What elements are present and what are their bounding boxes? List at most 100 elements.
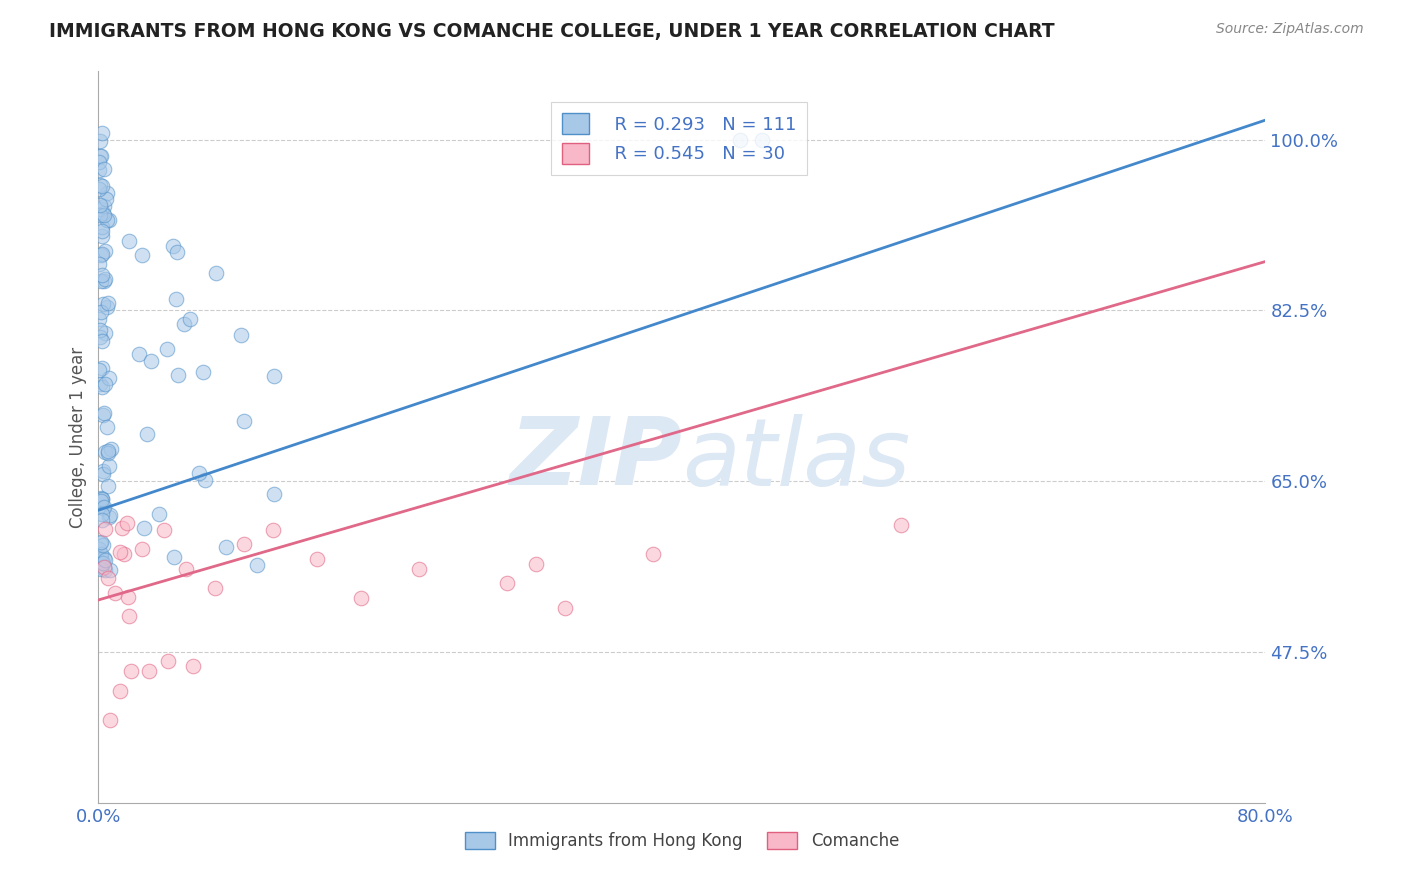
Point: [93, 560, 115, 574]
Point: [174, 562, 197, 576]
Point: [97, 443, 120, 458]
Point: [94, 445, 117, 459]
Point: [98, 713, 121, 727]
Point: [89, 330, 111, 344]
Point: [191, 366, 214, 380]
Point: [89, 536, 111, 550]
Legend: Immigrants from Hong Kong, Comanche: Immigrants from Hong Kong, Comanche: [458, 825, 905, 856]
Point: [89, 311, 111, 326]
Point: [751, 133, 773, 147]
Point: [94, 523, 117, 537]
Point: [89, 149, 111, 163]
Point: [89, 208, 111, 222]
Point: [93, 406, 115, 420]
Point: [97, 296, 120, 310]
Point: [93, 274, 115, 288]
Point: [157, 654, 180, 668]
Point: [108, 544, 131, 558]
Point: [90, 547, 112, 561]
Point: [91, 408, 114, 422]
Point: [524, 557, 547, 571]
Point: [97, 571, 120, 585]
Point: [90, 334, 112, 348]
Point: [89, 323, 111, 337]
Point: [89, 535, 111, 549]
Point: [194, 473, 217, 487]
Point: [205, 266, 228, 280]
Point: [97, 446, 120, 460]
Point: [96, 419, 118, 434]
Point: [496, 576, 519, 591]
Point: [97, 509, 120, 524]
Point: [90, 361, 112, 376]
Point: [263, 487, 285, 501]
Point: [118, 608, 141, 623]
Point: [96, 186, 118, 201]
Point: [89, 541, 111, 556]
Point: [165, 292, 187, 306]
Point: [90, 562, 112, 576]
Point: [350, 591, 373, 605]
Point: [181, 659, 204, 673]
Text: Source: ZipAtlas.com: Source: ZipAtlas.com: [1216, 22, 1364, 37]
Point: [104, 586, 127, 600]
Point: [163, 550, 186, 565]
Point: [90, 248, 112, 262]
Point: [173, 318, 195, 332]
Point: [262, 523, 284, 537]
Point: [90, 380, 112, 394]
Point: [263, 368, 285, 383]
Point: [730, 133, 752, 147]
Point: [188, 467, 211, 481]
Point: [112, 547, 135, 561]
Point: [91, 268, 114, 282]
Point: [94, 326, 117, 341]
Point: [98, 370, 121, 384]
Point: [91, 126, 114, 140]
Point: [148, 508, 170, 522]
Point: [89, 257, 111, 271]
Point: [134, 521, 156, 535]
Point: [128, 347, 150, 361]
Point: [131, 248, 153, 262]
Point: [153, 523, 176, 537]
Point: [117, 590, 139, 604]
Point: [93, 564, 115, 578]
Point: [97, 479, 120, 493]
Point: [98, 563, 121, 577]
Point: [91, 501, 114, 516]
Point: [94, 553, 117, 567]
Point: [91, 538, 114, 552]
Point: [408, 562, 430, 576]
Y-axis label: College, Under 1 year: College, Under 1 year: [69, 346, 87, 528]
Point: [96, 213, 118, 227]
Point: [89, 202, 111, 217]
Point: [90, 274, 112, 288]
Point: [231, 328, 253, 343]
Point: [93, 550, 115, 565]
Point: [90, 224, 112, 238]
Point: [204, 581, 226, 595]
Point: [89, 134, 111, 148]
Point: [155, 342, 177, 356]
Point: [111, 521, 134, 535]
Point: [91, 206, 114, 220]
Point: [87, 163, 110, 178]
Point: [890, 517, 912, 532]
Point: [307, 552, 329, 566]
Point: [233, 537, 256, 551]
Point: [554, 600, 576, 615]
Point: [91, 219, 114, 234]
Point: [117, 516, 139, 530]
Point: [232, 414, 254, 428]
Point: [641, 547, 664, 561]
Point: [141, 354, 163, 368]
Point: [91, 507, 114, 521]
Point: [90, 179, 112, 194]
Point: [97, 213, 120, 227]
Point: [87, 155, 110, 169]
Point: [90, 304, 112, 318]
Point: [94, 244, 117, 258]
Point: [98, 459, 121, 474]
Point: [162, 239, 184, 253]
